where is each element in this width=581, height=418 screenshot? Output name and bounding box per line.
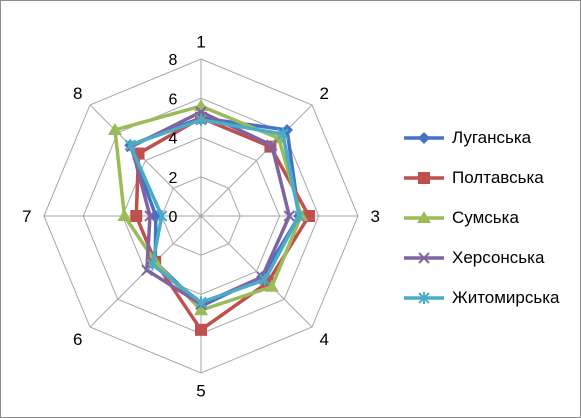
point-8 [107, 122, 122, 135]
point-5 [194, 303, 208, 316]
category-label: 7 [22, 207, 31, 226]
legend-marker [417, 211, 431, 223]
legend-item: Луганська [402, 118, 580, 158]
category-label: 4 [319, 330, 328, 349]
legend-swatch [404, 132, 444, 144]
legend-item: Херсонська [402, 238, 580, 278]
legend-marker [418, 292, 430, 304]
category-label: 5 [196, 381, 205, 400]
series-line [113, 104, 303, 312]
point-5 [195, 323, 207, 336]
chart-legend: Луганська Полтавська Сумська Херсонська Жито… [402, 118, 580, 318]
legend-label: Луганська [452, 128, 532, 147]
legend-label: Полтавська [452, 168, 544, 187]
point-6 [146, 258, 159, 271]
point-4 [259, 273, 271, 286]
grid-spoke-4 [200, 215, 313, 328]
point-1 [195, 113, 207, 126]
category-label: 2 [319, 84, 328, 103]
point-8 [124, 139, 136, 152]
radar-labels: 1 2 3 4 5 6 7 8 0 2 4 6 8 [22, 33, 380, 401]
r-tick-label: 4 [169, 131, 178, 148]
category-label: 6 [73, 330, 82, 349]
point-3 [283, 210, 296, 222]
legend-label: Сумська [452, 208, 519, 227]
point-1 [194, 99, 208, 112]
grid-spoke-2 [200, 104, 313, 217]
point-2 [266, 139, 278, 151]
legend-item: Сумська [402, 198, 580, 238]
point-2 [277, 128, 289, 141]
radar-series [107, 99, 315, 336]
legend-label: Житомирська [452, 288, 560, 307]
point-7 [144, 210, 156, 222]
legend-marker [418, 172, 430, 184]
point-4 [264, 279, 279, 292]
r-tick-label: 6 [169, 91, 178, 108]
series-5 [124, 113, 305, 309]
point-5 [195, 296, 207, 309]
category-label: 3 [371, 207, 380, 226]
point-7 [117, 209, 132, 221]
grid-spoke-8 [89, 104, 202, 217]
r-tick-label: 0 [169, 209, 178, 226]
legend-marker [418, 132, 430, 144]
point-7 [156, 210, 168, 222]
legend-swatch [404, 172, 444, 184]
legend-label: Херсонська [452, 248, 545, 267]
legend-swatch [404, 252, 444, 264]
r-tick-label: 8 [169, 52, 178, 69]
point-7 [130, 210, 143, 222]
legend-item: Житомирська [402, 278, 580, 318]
legend-swatch [404, 292, 444, 304]
legend-swatch [404, 211, 444, 223]
r-tick-label: 2 [169, 170, 178, 187]
legend-marker [418, 252, 430, 264]
legend-item: Полтавська [402, 158, 580, 198]
point-3 [293, 210, 305, 222]
category-label: 1 [196, 33, 205, 52]
category-label: 8 [73, 84, 82, 103]
